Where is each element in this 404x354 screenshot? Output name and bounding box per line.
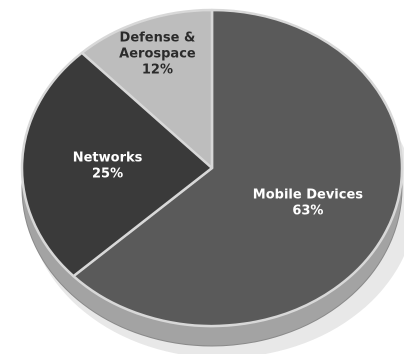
slice-label-line: Mobile Devices: [253, 188, 363, 203]
slice-label-line: 25%: [92, 166, 123, 181]
slice-label-line: 63%: [292, 204, 323, 219]
slice-labels: Mobile Devices 63% Networks 25% Defense & Aer…: [73, 30, 364, 218]
slice-label-line: 12%: [142, 62, 173, 77]
pie-slice-networks: [20, 51, 214, 278]
pie-slices: [20, 8, 404, 328]
slice-label-1: Networks 25%: [73, 150, 143, 181]
slice-label-line: Aerospace: [119, 46, 196, 61]
slice-label-0: Mobile Devices 63%: [253, 188, 363, 219]
slice-label-2: Defense & Aerospace 12%: [119, 30, 196, 77]
pie-slice-defense-aerospace: [80, 8, 214, 170]
pie-slice-mobile-devices: [72, 8, 404, 328]
slice-label-line: Networks: [73, 150, 143, 165]
slice-label-line: Defense &: [120, 30, 196, 45]
